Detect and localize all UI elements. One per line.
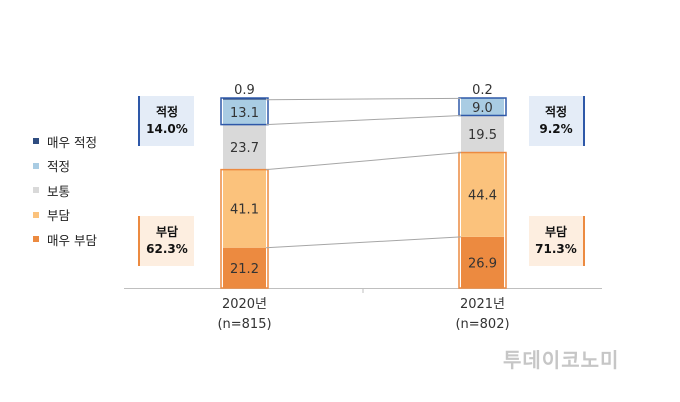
data-label-2-1: 13.1 <box>230 106 259 121</box>
bar-segment-5-2 <box>461 236 504 288</box>
legend-item-5: 매우 부담 <box>33 227 97 252</box>
legend-swatch-1 <box>33 138 39 145</box>
bar-segment-2-2 <box>461 98 504 116</box>
callout-appropriate-2020: 적정 14.0% <box>138 96 194 146</box>
callout-burden-2020: 부담 62.3% <box>138 216 194 266</box>
legend-label-5: 매우 부담 <box>47 232 97 248</box>
x-tick-label-2: 2021년 <box>460 297 505 312</box>
callout-burden-label-2020: 부담 <box>155 225 179 239</box>
legend-item-2: 적정 <box>33 154 97 179</box>
bar-segment-2-1 <box>223 99 266 125</box>
connector-line-4 <box>265 236 462 249</box>
burden-group-outline-2 <box>458 151 507 289</box>
x-tick-n-label-2: (n=802) <box>455 317 509 332</box>
connector-line-3 <box>265 152 462 171</box>
legend-swatch-3 <box>33 187 39 194</box>
legend-swatch-2 <box>33 162 39 169</box>
callout-burden-value-2021: 71.3% <box>535 242 577 256</box>
data-label-5-1: 21.2 <box>230 262 259 277</box>
x-tick-n-label-1: (n=815) <box>217 317 271 332</box>
data-label-3-2: 19.5 <box>468 128 497 143</box>
legend-swatch-5 <box>33 236 39 243</box>
legend-label-1: 매우 적정 <box>47 134 97 150</box>
data-label-3-1: 23.7 <box>230 141 259 156</box>
data-label-4-2: 44.4 <box>468 189 497 204</box>
data-label-2-2: 9.0 <box>472 101 493 116</box>
legend-label-4: 부담 <box>47 208 71 224</box>
legend-swatch-4 <box>33 211 39 218</box>
data-label-1-1: 0.9 <box>234 83 255 98</box>
legend-item-4: 부담 <box>33 203 97 228</box>
callout-appropriate-label-2021: 적정 <box>544 105 568 119</box>
appropriate-group-outline-2 <box>458 97 507 117</box>
callout-appropriate-2021: 적정 9.2% <box>529 96 585 146</box>
callout-burden-label-2021: 부담 <box>544 225 568 239</box>
legend-label-3: 보통 <box>47 183 71 199</box>
callout-appropriate-value-2020: 14.0% <box>146 122 188 136</box>
bar-segment-1-1 <box>223 98 266 100</box>
connector-line-2 <box>265 114 462 126</box>
data-label-5-2: 26.9 <box>468 256 497 271</box>
bar-segment-4-2 <box>461 152 504 237</box>
connector-line-1 <box>265 97 462 101</box>
data-label-4-1: 41.1 <box>230 203 259 218</box>
callout-burden-2021: 부담 71.3% <box>529 216 585 266</box>
bar-segment-5-1 <box>223 247 266 288</box>
callout-appropriate-value-2021: 9.2% <box>539 122 573 136</box>
callout-burden-value-2020: 62.3% <box>146 242 188 256</box>
bar-segment-3-1 <box>223 124 266 170</box>
appropriate-group-outline-1 <box>220 97 269 126</box>
callout-appropriate-label-2020: 적정 <box>155 105 179 119</box>
legend-label-2: 적정 <box>47 159 71 175</box>
x-tick-label-1: 2020년 <box>222 297 267 312</box>
bar-segment-4-1 <box>223 169 266 248</box>
watermark-logo: 투데이코노미 <box>503 348 620 372</box>
legend-item-3: 보통 <box>33 178 97 203</box>
bar-segment-3-2 <box>461 115 504 153</box>
burden-group-outline-1 <box>220 168 269 289</box>
legend-item-1: 매우 적정 <box>33 129 97 154</box>
data-label-1-2: 0.2 <box>472 83 493 98</box>
